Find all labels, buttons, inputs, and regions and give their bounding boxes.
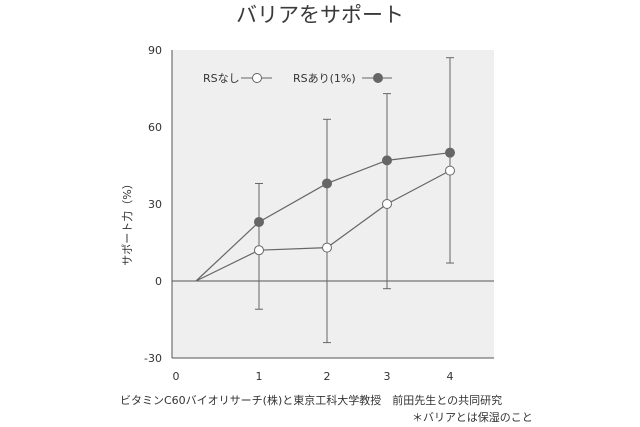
legend-label-rs-none: RSなし: [203, 72, 240, 85]
data-point-s0-p1: [254, 245, 264, 256]
y-tick-label-90: 90: [148, 44, 162, 57]
y-tick-labels: 90 60 30 0 -30: [144, 44, 162, 365]
y-tick-label-minus30: -30: [144, 352, 162, 365]
data-point-s0-p4: [445, 165, 455, 176]
y-tick-label-0: 0: [155, 275, 162, 288]
data-point-s0-p2: [322, 242, 332, 253]
y-axis-label: サポート力（%）: [121, 178, 134, 265]
legend-marker-rs-with: [373, 73, 383, 83]
chart-title: バリアをサポート: [236, 3, 404, 27]
barrier-footnote: ＊バリアとは保湿のこと: [412, 410, 533, 424]
x-tick-label-2: 2: [324, 370, 331, 383]
legend-label-rs-with: RSあり(1%): [293, 72, 356, 85]
y-tick-label-30: 30: [148, 198, 162, 211]
x-tick-labels: 0 1 2 3 4: [173, 370, 454, 383]
x-tick-label-1: 1: [256, 370, 263, 383]
x-tick-label-4: 4: [447, 370, 454, 383]
data-point-s1-p3: [382, 155, 392, 166]
x-tick-label-3: 3: [384, 370, 391, 383]
data-point-s0-p3: [382, 199, 392, 209]
plot-area: [172, 50, 494, 358]
y-tick-label-60: 60: [148, 121, 162, 134]
data-point-s1-p2: [322, 178, 332, 189]
legend-marker-rs-none: [252, 73, 262, 83]
series-layer: [195, 57, 455, 344]
data-point-s1-p4: [445, 147, 455, 158]
legend: RSなし RSあり(1%): [203, 72, 392, 85]
research-credit-note: ビタミンC60バイオリサーチ(株)と東京工科大学教授 前田先生との共同研究: [120, 393, 502, 407]
data-point-s1-p1: [254, 216, 264, 227]
x-tick-label-0: 0: [173, 370, 180, 383]
